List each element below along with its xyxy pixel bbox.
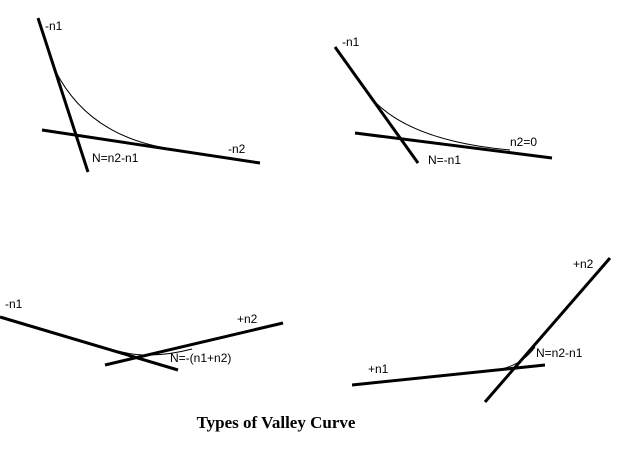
curve	[117, 348, 193, 356]
grade-line	[483, 257, 612, 403]
label: -n1	[5, 297, 23, 311]
grade-line	[36, 17, 90, 173]
label: N=-n1	[428, 153, 461, 167]
grade-line	[104, 321, 284, 367]
label: +n2	[573, 257, 594, 271]
grade-line	[354, 131, 553, 160]
valley-curve-2: -n1 n2=0 N=-n1	[333, 35, 553, 167]
valley-curve-1: -n1 -n2 N=n2-n1	[36, 17, 261, 173]
curve	[489, 346, 536, 372]
label: N=-(n1+n2)	[170, 351, 231, 365]
valley-curve-3: -n1 +n2 N=-(n1+n2)	[0, 297, 284, 372]
label: +n2	[237, 312, 258, 326]
label: -n2	[228, 142, 246, 156]
label: n2=0	[510, 135, 537, 149]
curve	[54, 69, 181, 151]
label: -n1	[45, 19, 63, 33]
grade-line	[0, 315, 179, 372]
label: +n1	[368, 362, 389, 376]
valley-curve-4: +n2 +n1 N=n2-n1	[351, 257, 612, 403]
curve	[364, 89, 511, 151]
grade-line	[41, 128, 261, 165]
title: Types of Valley Curve	[197, 413, 356, 432]
label: N=n2-n1	[536, 346, 583, 360]
label: -n1	[342, 35, 360, 49]
label: N=n2-n1	[92, 151, 139, 165]
grade-line	[333, 46, 420, 164]
